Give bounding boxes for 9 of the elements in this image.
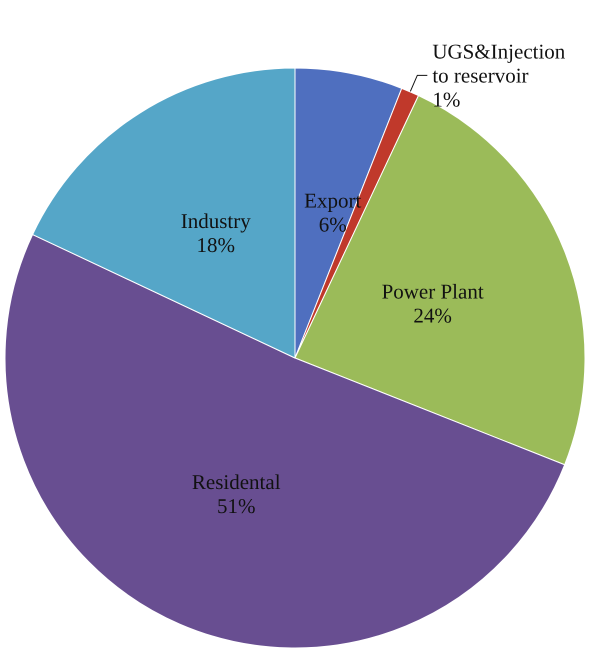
data-label: 18% — [196, 233, 235, 258]
slice-label: Industry — [180, 209, 252, 234]
slice-label: Residental — [192, 470, 281, 494]
slice-label: Power Plant — [382, 280, 484, 304]
data-label: 51% — [216, 494, 256, 518]
data-label: 1% — [432, 87, 460, 112]
data-label: 24% — [413, 304, 452, 328]
slice-label: UGS&Injection to reservoir — [432, 39, 571, 88]
data-label: 6% — [318, 212, 347, 237]
